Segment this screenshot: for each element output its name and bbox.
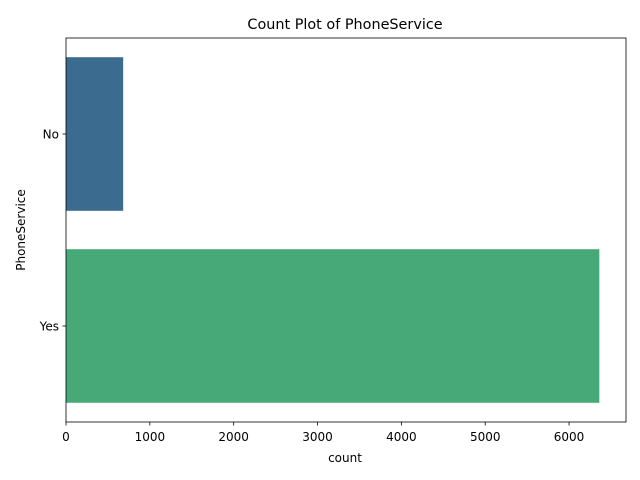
bars-layer	[66, 57, 600, 403]
x-tick-label: 3000	[302, 430, 333, 444]
x-tick-label: 1000	[135, 430, 166, 444]
x-tick-label: 0	[62, 430, 70, 444]
x-tick-label: 2000	[218, 430, 249, 444]
x-tick-label: 4000	[386, 430, 417, 444]
chart-title: Count Plot of PhoneService	[247, 17, 442, 33]
x-axis-label: count	[328, 451, 362, 465]
x-tick-label: 5000	[470, 430, 501, 444]
y-axis-ticks: No Yes	[39, 128, 66, 334]
x-tick-label: 6000	[554, 430, 585, 444]
y-tick-label: Yes	[39, 320, 59, 334]
y-axis-label: PhoneService	[14, 189, 28, 271]
bar-yes	[66, 249, 600, 403]
x-axis-ticks: 0 1000 2000 3000 4000 5000 6000	[62, 422, 584, 444]
plot-frame	[65, 37, 627, 423]
bar-no	[66, 57, 124, 211]
y-tick-label: No	[43, 128, 59, 142]
